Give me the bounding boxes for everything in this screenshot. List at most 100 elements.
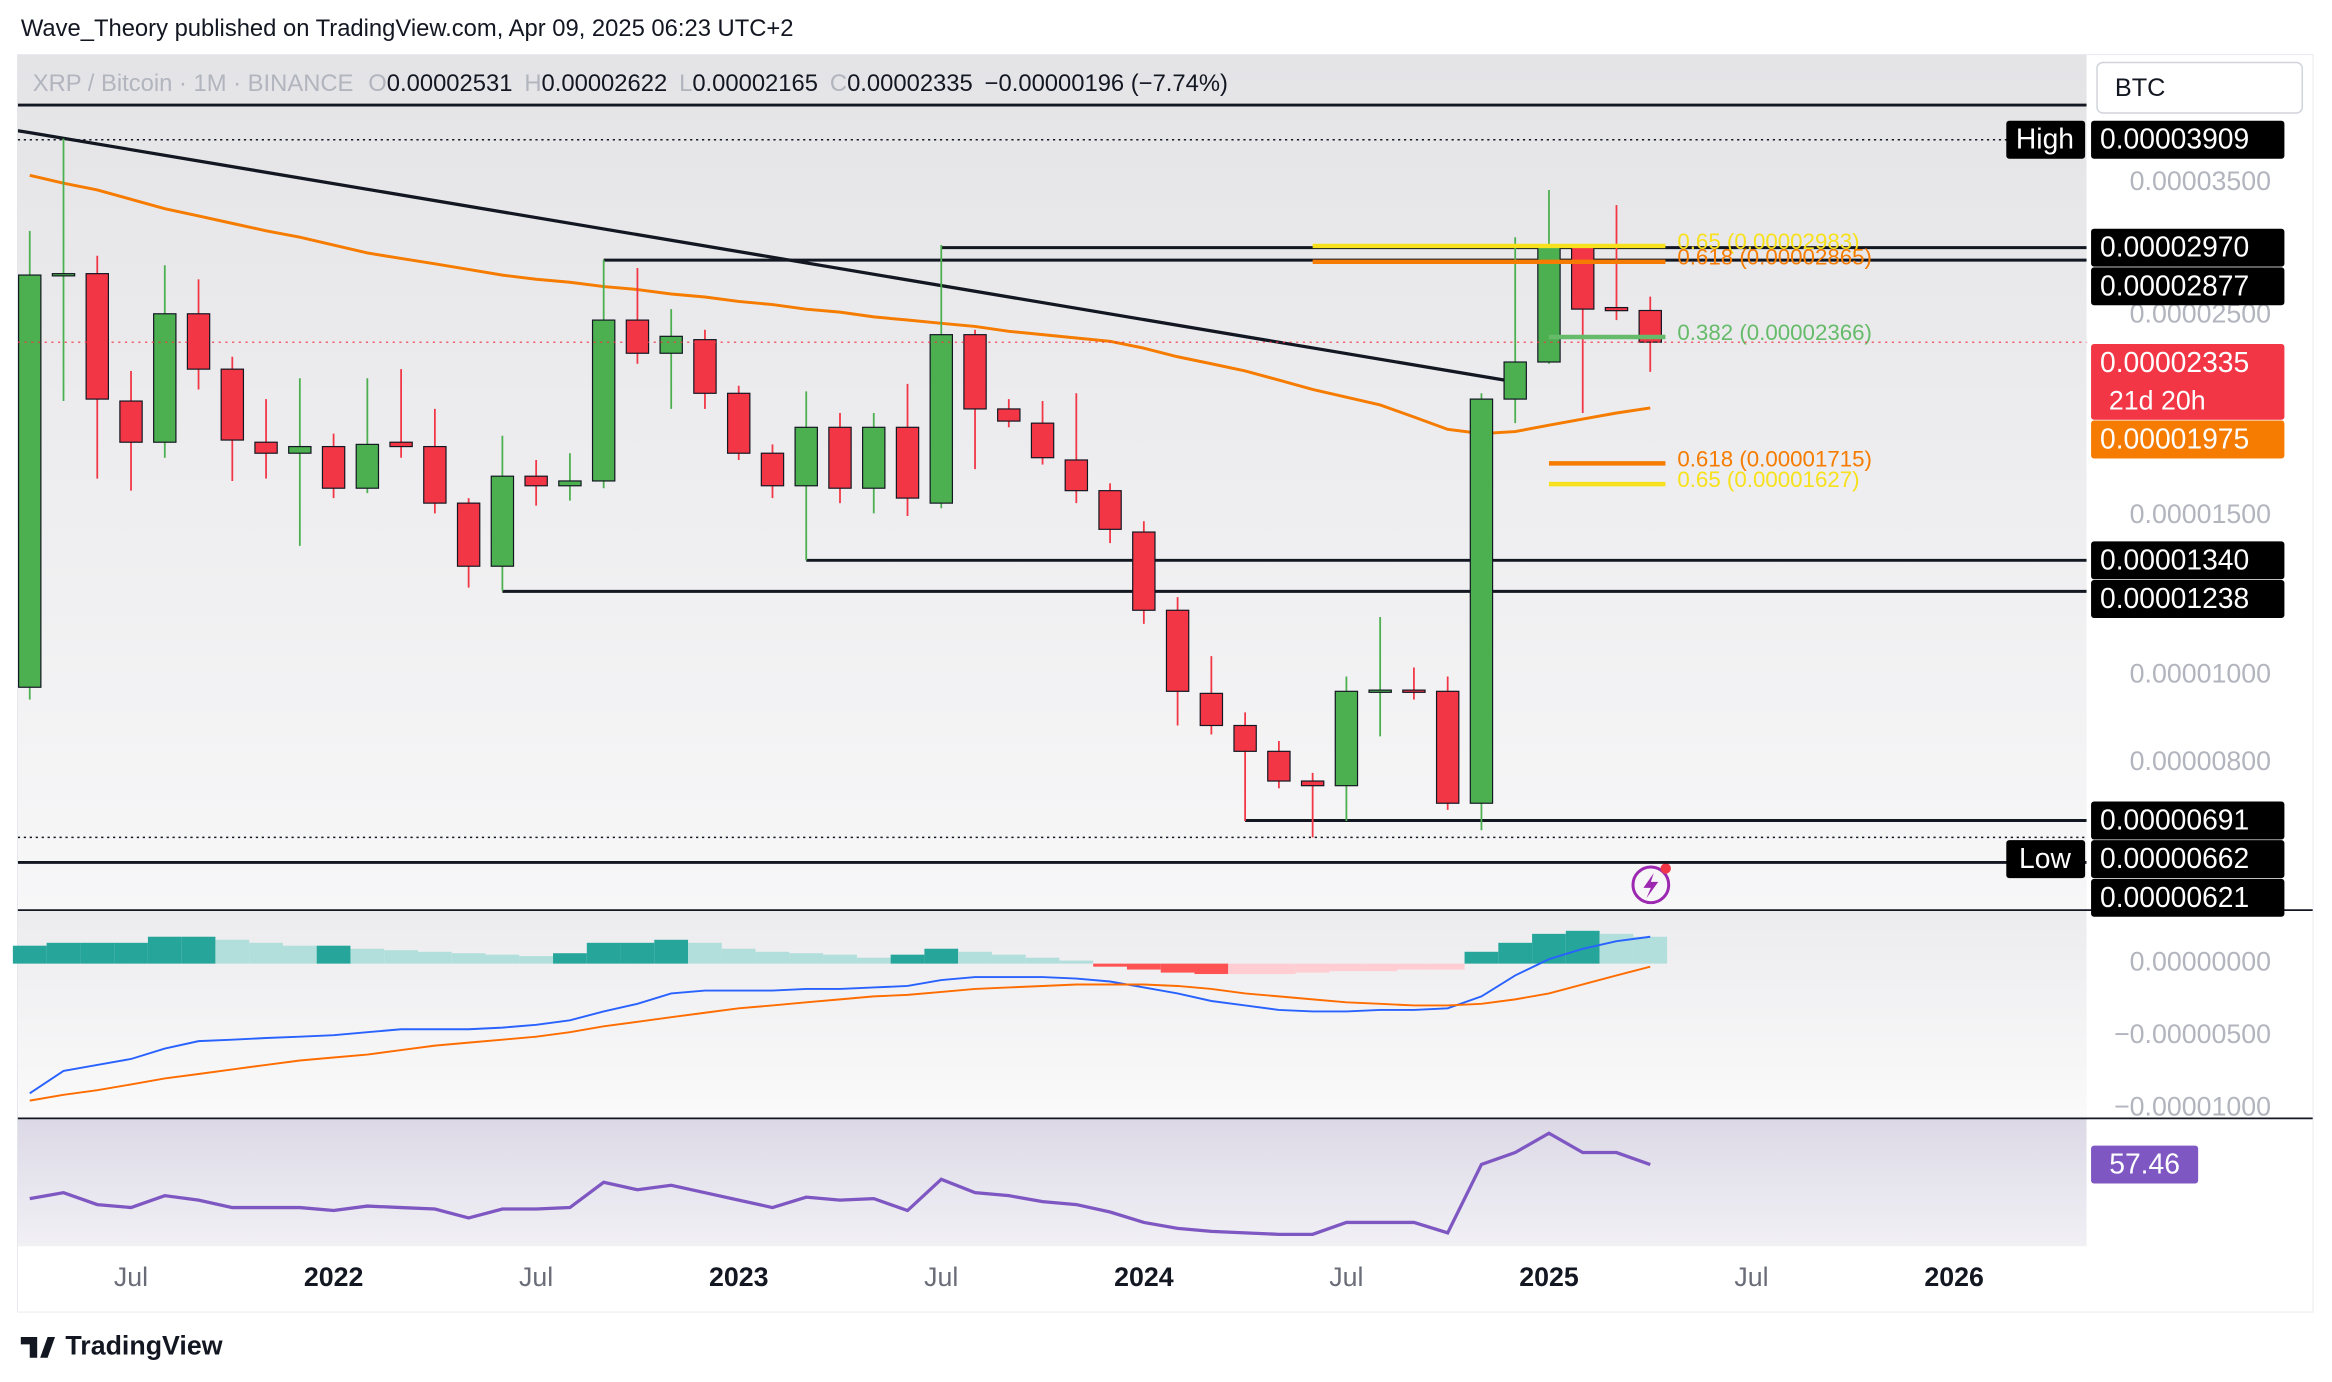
price-label: 0.00002970 [2100,231,2249,263]
macd-histogram-bar [147,936,182,964]
macd-histogram-bar [1059,960,1094,964]
macd-histogram-bar [958,951,992,964]
macd-histogram-bar [181,936,216,964]
candle-body [1402,689,1426,693]
macd-histogram-bar [1498,942,1533,964]
candle-body [591,319,616,482]
moving-average [29,173,1651,436]
legend-value: 0.00002531 [387,70,513,97]
macd-histogram-bar [451,953,486,964]
legend-key: H [524,70,541,97]
macd-histogram-bar [80,942,115,964]
x-tick-label: Jul [519,1262,553,1292]
macd-histogram-bar [1430,963,1465,970]
price-label: 0.00001975 [2100,422,2249,454]
price-label: 0.00001340 [2100,543,2249,575]
legend: XRP / Bitcoin · 1M · BINANCE O0.00002531 H… [33,70,1228,97]
macd-histogram-bar [1363,963,1398,972]
candle-body [524,475,548,487]
macd-histogram-bar [553,953,587,964]
macd-histogram-bar [688,942,722,964]
candle-body [321,445,346,489]
macd-tick-label: −0.00001000 [2114,1091,2271,1121]
x-tick-label: 2022 [304,1262,364,1292]
price-label: 0.00000662 [2100,842,2249,874]
legend-title: XRP / Bitcoin · 1M · BINANCE [33,70,354,97]
macd-histogram-bar [991,954,1026,964]
price-label: 0.00003909 [2100,123,2249,155]
candle-body [1165,609,1190,692]
macd-pane [17,910,2087,1119]
main-plot: 0.65 (0.00002983)0.618 (0.00002865) 0.382… [17,103,2087,864]
candle-body [1469,398,1494,804]
candle-body [1368,689,1392,693]
level-tag: Low [2019,842,2071,874]
candle-body [1604,306,1629,312]
macd-line [29,935,1651,1095]
macd-histogram-bar [1329,963,1364,972]
price-label-box [2091,228,2285,267]
macd-histogram-bar [1126,963,1161,970]
trend-line [17,129,1516,384]
candle-body [625,319,650,354]
y-tick-label: 0.00001000 [2130,658,2271,688]
candle-body [659,335,683,354]
candle-body [558,480,582,487]
candle-body [456,502,481,567]
macd-histogram-bar [384,950,418,964]
candle-body [1334,690,1359,787]
macd-histogram-bar [417,951,452,964]
rsi-pane [17,1118,2087,1247]
candle-body [895,426,920,499]
alert-dot [1660,863,1671,874]
legend-key: L [679,70,692,97]
y-tick-label: 0.00003500 [2130,166,2271,196]
candle-body [1233,724,1257,752]
candle-body [1503,361,1527,400]
alert-icon[interactable] [1631,863,1671,905]
macd-tick-label: −0.00000500 [2114,1019,2271,1049]
logo[interactable]: TradingView [20,1330,223,1360]
y-tick-label: 0.00001500 [2130,499,2271,529]
macd-histogram-bar [350,948,385,964]
candle-body [997,408,1021,422]
logo-text: TradingView [65,1330,222,1360]
candle-body [490,475,515,567]
macd-histogram-bar [1397,963,1431,970]
level-tag: High [2016,123,2074,155]
macd-histogram-bar [789,953,824,964]
macd-histogram-bar [1599,933,1634,964]
price-label: 0.00001238 [2100,582,2249,614]
legend-value: 0.00002165 [692,70,818,97]
rsi-label-box [2091,1145,2199,1184]
macd-histogram-bar [485,954,520,964]
price-label-box [2091,120,2285,159]
candle-body [389,441,413,448]
candle-body [963,334,987,410]
x-tick-label: 2026 [1924,1262,1984,1292]
macd-histogram-bar [519,956,554,964]
candle-body [862,426,886,489]
x-tick-label: 2023 [709,1262,769,1292]
rsi-label: 57.46 [2109,1148,2180,1180]
alert-bolt [1643,872,1659,899]
candle-body [1638,309,1662,343]
fib-label: 0.65 (0.00001627) [1677,467,1859,492]
x-tick-label: Jul [924,1262,958,1292]
macd-histogram-bar [654,939,689,964]
fib-label: 0.65 (0.00002983) [1677,229,1859,254]
level-tag-box [2006,840,2086,879]
macd-histogram-bar [215,939,250,964]
price-label: 0.00002877 [2100,269,2249,301]
price-label-box [2091,420,2285,459]
currency-label: BTC [2115,74,2166,102]
currency-button[interactable] [2096,61,2303,114]
logo-mark [20,1336,56,1358]
macd-histogram-bar [1262,963,1296,975]
rsi-line [29,1131,1651,1236]
time-axis [17,1246,2313,1312]
candle-body [794,426,818,487]
macd-histogram-bar [1025,957,1060,964]
price-label-box [2091,343,2285,420]
